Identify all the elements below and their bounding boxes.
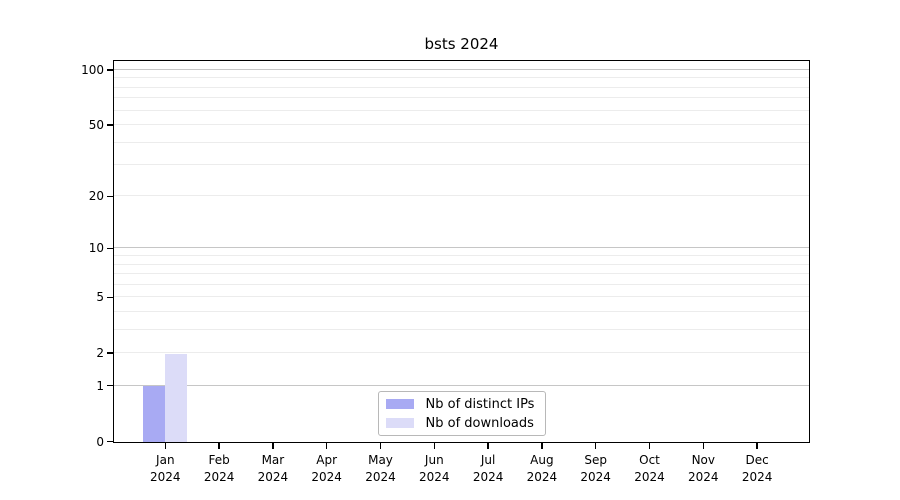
y-tick-label: 0 bbox=[96, 434, 104, 449]
x-tick bbox=[325, 443, 328, 449]
bar-jan-ips bbox=[142, 386, 165, 442]
minor-gridline bbox=[114, 255, 809, 257]
major-gridline bbox=[114, 296, 809, 298]
x-tick bbox=[164, 443, 167, 449]
major-gridline bbox=[114, 69, 809, 70]
y-tick-label: 10 bbox=[88, 241, 104, 256]
minor-gridline bbox=[114, 328, 809, 330]
x-tick-label: Apr 2024 bbox=[311, 453, 342, 484]
x-tick bbox=[541, 443, 543, 449]
x-tick-label: May 2024 bbox=[365, 453, 396, 484]
minor-gridline bbox=[114, 164, 809, 166]
legend: Nb of distinct IPs Nb of downloads bbox=[377, 390, 546, 436]
x-tick bbox=[702, 443, 705, 449]
y-tick bbox=[106, 440, 113, 443]
y-tick-label: 100 bbox=[81, 63, 104, 77]
legend-row: Nb of distinct IPs bbox=[385, 395, 537, 414]
minor-gridline bbox=[114, 86, 809, 88]
y-tick bbox=[106, 195, 113, 198]
x-tick bbox=[272, 443, 274, 449]
y-tick bbox=[106, 384, 113, 387]
y-tick-label: 5 bbox=[96, 290, 104, 305]
minor-gridline bbox=[114, 109, 809, 111]
y-tick-label: 20 bbox=[88, 189, 104, 204]
y-tick-label: 2 bbox=[96, 346, 104, 361]
major-gridline bbox=[114, 195, 809, 197]
y-tick-label: 1 bbox=[96, 378, 104, 393]
minor-gridline bbox=[114, 77, 809, 79]
y-tick bbox=[106, 247, 113, 250]
x-tick bbox=[648, 443, 651, 449]
minor-gridline bbox=[114, 310, 809, 312]
minor-gridline bbox=[114, 273, 809, 275]
major-gridline bbox=[114, 384, 809, 386]
minor-gridline bbox=[114, 263, 809, 265]
x-tick-label: Aug 2024 bbox=[526, 453, 558, 484]
minor-gridline bbox=[114, 97, 809, 99]
legend-label: Nb of downloads bbox=[425, 415, 534, 431]
plot-area: Nb of distinct IPs Nb of downloads bbox=[113, 60, 810, 443]
major-gridline bbox=[114, 124, 809, 125]
legend-swatch bbox=[385, 399, 414, 409]
x-tick-label: Jan 2024 bbox=[150, 453, 181, 484]
x-tick-label: Jun 2024 bbox=[419, 453, 450, 484]
x-tick-label: Jul 2024 bbox=[472, 453, 504, 484]
legend-swatch bbox=[385, 418, 414, 428]
y-tick-label: 50 bbox=[88, 118, 104, 132]
x-tick-label: Nov 2024 bbox=[688, 453, 719, 484]
x-tick-label: Mar 2024 bbox=[257, 453, 289, 484]
bar-jan-downloads bbox=[164, 353, 187, 442]
x-tick bbox=[594, 443, 597, 449]
major-gridline bbox=[114, 247, 809, 249]
x-tick-label: Sep 2024 bbox=[580, 453, 611, 484]
x-tick bbox=[756, 443, 758, 449]
major-gridline bbox=[114, 352, 809, 354]
legend-row: Nb of downloads bbox=[385, 414, 537, 433]
x-tick-label: Feb 2024 bbox=[203, 453, 235, 484]
x-tick bbox=[433, 443, 436, 449]
x-tick bbox=[379, 443, 382, 449]
y-tick bbox=[106, 124, 113, 126]
y-tick bbox=[106, 352, 113, 354]
legend-label: Nb of distinct IPs bbox=[425, 396, 535, 412]
x-tick-label: Dec 2024 bbox=[741, 453, 773, 484]
chart-title: bsts 2024 bbox=[424, 35, 499, 53]
y-tick bbox=[106, 69, 113, 71]
x-tick bbox=[487, 443, 489, 449]
x-tick-label: Oct 2024 bbox=[634, 453, 665, 484]
x-tick bbox=[218, 443, 220, 449]
minor-gridline bbox=[114, 283, 809, 285]
minor-gridline bbox=[114, 141, 809, 143]
y-tick bbox=[106, 296, 113, 299]
